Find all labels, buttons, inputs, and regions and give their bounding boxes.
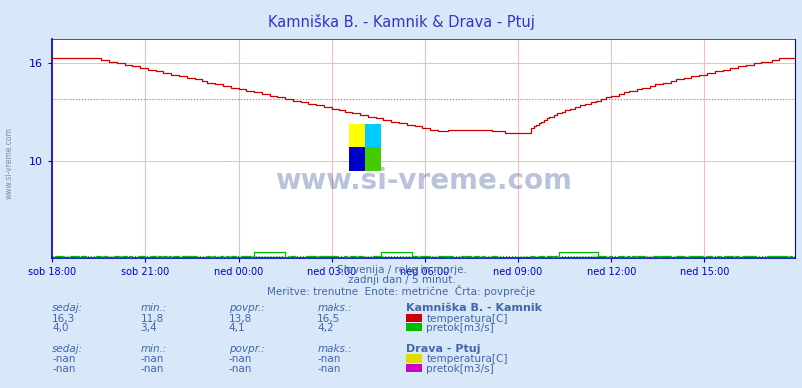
Text: 4,1: 4,1 — [229, 323, 245, 333]
Text: Kamniška B. - Kamnik & Drava - Ptuj: Kamniška B. - Kamnik & Drava - Ptuj — [268, 14, 534, 29]
Text: zadnji dan / 5 minut.: zadnji dan / 5 minut. — [347, 275, 455, 285]
Text: Slovenija / reke in morje.: Slovenija / reke in morje. — [336, 265, 466, 275]
Text: sedaj:: sedaj: — [52, 303, 83, 314]
Text: 11,8: 11,8 — [140, 314, 164, 324]
Bar — [349, 147, 365, 171]
Text: 4,2: 4,2 — [317, 323, 334, 333]
Bar — [349, 124, 365, 147]
Text: Drava - Ptuj: Drava - Ptuj — [405, 344, 480, 354]
Text: pretok[m3/s]: pretok[m3/s] — [426, 364, 493, 374]
Text: 3,4: 3,4 — [140, 323, 157, 333]
Text: www.si-vreme.com: www.si-vreme.com — [275, 167, 571, 195]
Text: min.:: min.: — [140, 344, 167, 354]
Text: -nan: -nan — [52, 364, 75, 374]
Text: -nan: -nan — [140, 354, 164, 364]
Text: temperatura[C]: temperatura[C] — [426, 354, 507, 364]
Text: -nan: -nan — [229, 364, 252, 374]
Bar — [365, 147, 381, 171]
Text: povpr.:: povpr.: — [229, 344, 265, 354]
Text: Meritve: trenutne  Enote: metrične  Črta: povprečje: Meritve: trenutne Enote: metrične Črta: … — [267, 285, 535, 297]
Text: www.si-vreme.com: www.si-vreme.com — [4, 127, 14, 199]
Text: min.:: min.: — [140, 303, 167, 314]
Text: 16,3: 16,3 — [52, 314, 75, 324]
Text: -nan: -nan — [52, 354, 75, 364]
Text: 4,0: 4,0 — [52, 323, 69, 333]
Text: 13,8: 13,8 — [229, 314, 252, 324]
Text: -nan: -nan — [140, 364, 164, 374]
Text: sedaj:: sedaj: — [52, 344, 83, 354]
Text: pretok[m3/s]: pretok[m3/s] — [426, 323, 493, 333]
Text: maks.:: maks.: — [317, 344, 351, 354]
Text: 16,5: 16,5 — [317, 314, 340, 324]
Text: maks.:: maks.: — [317, 303, 351, 314]
Bar — [365, 124, 381, 147]
Text: Kamniška B. - Kamnik: Kamniška B. - Kamnik — [405, 303, 541, 314]
Text: -nan: -nan — [317, 364, 340, 374]
Text: -nan: -nan — [229, 354, 252, 364]
Text: povpr.:: povpr.: — [229, 303, 265, 314]
Text: temperatura[C]: temperatura[C] — [426, 314, 507, 324]
Text: -nan: -nan — [317, 354, 340, 364]
